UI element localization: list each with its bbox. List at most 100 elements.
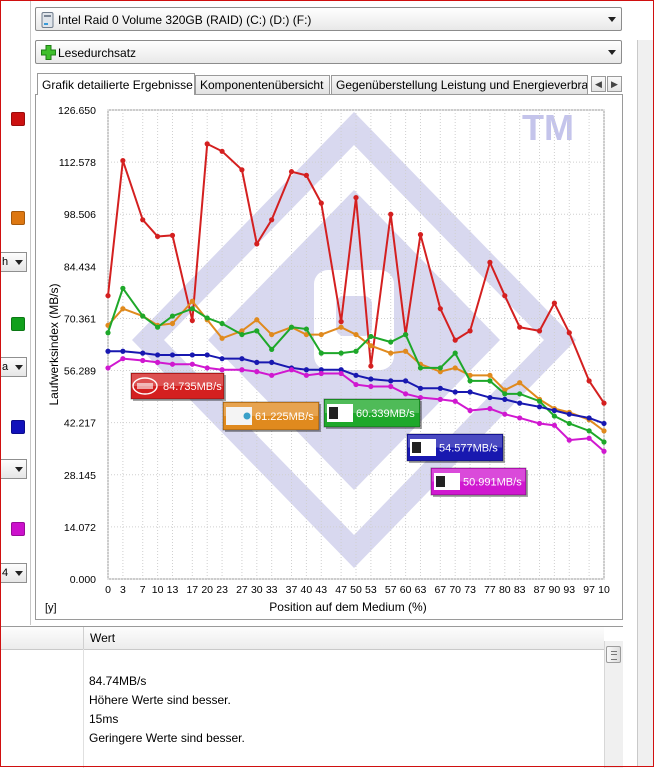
series-point <box>467 407 473 414</box>
y-tick-label: 98.506 <box>64 209 96 221</box>
series-point <box>189 317 195 324</box>
series-point <box>388 339 394 345</box>
color-swatch-green <box>11 317 25 331</box>
series-point <box>517 415 523 421</box>
series-point <box>189 361 195 367</box>
series-point <box>368 343 374 349</box>
series-point <box>269 331 275 338</box>
series-point <box>338 350 344 356</box>
results-header-name-column[interactable] <box>0 627 84 649</box>
watermark-center-hole <box>336 296 372 336</box>
tab-detailed-results[interactable]: Grafik detailierte Ergebnisse <box>37 73 195 95</box>
series-point <box>551 407 558 414</box>
color-swatch-orange <box>11 211 25 225</box>
series-point <box>388 350 394 356</box>
series-point <box>502 391 508 397</box>
value-badge: 50.991MB/s <box>430 467 528 497</box>
series-point <box>502 396 508 402</box>
x-tick-label: 20 <box>201 584 213 596</box>
test-select[interactable]: Lesedurchsatz <box>35 40 622 64</box>
series-point <box>368 363 374 369</box>
series-point <box>502 411 508 417</box>
series-point <box>169 352 176 358</box>
tab-scroll-right-button[interactable]: ▶ <box>607 76 622 92</box>
chevron-down-icon <box>608 50 616 55</box>
left-combo-3[interactable] <box>0 459 27 479</box>
chart-panel: TM 126.650 112.578 98.506 84.434 70.361 56.289… <box>35 94 623 620</box>
series-point <box>452 337 458 343</box>
result-row: Höhere Werte sind besser. <box>89 693 231 707</box>
series-point <box>120 285 126 291</box>
results-scrollbar[interactable] <box>604 641 623 768</box>
series-point <box>452 350 458 356</box>
right-edge <box>637 40 654 767</box>
value-badge: 54.577MB/s <box>406 433 505 463</box>
x-tick-label: 0 <box>105 584 111 596</box>
series-point <box>601 448 607 454</box>
badge-value-label: 61.225MB/s <box>255 411 314 423</box>
chevron-down-icon <box>608 17 616 22</box>
corner-label: [y] <box>45 602 57 614</box>
tab-scroll-left-button[interactable]: ◀ <box>591 76 606 92</box>
series-point <box>338 370 344 377</box>
x-tick-label: 83 <box>514 584 526 596</box>
left-combo-2[interactable]: a <box>0 357 27 377</box>
series-point <box>353 381 359 388</box>
series-point <box>566 411 572 417</box>
series-point <box>403 391 409 397</box>
series-point <box>517 391 523 397</box>
chevron-down-icon <box>15 571 23 576</box>
series-point <box>536 398 543 404</box>
badge-value-label: 50.991MB/s <box>463 477 522 489</box>
series-point <box>239 167 245 173</box>
series-point <box>601 420 607 427</box>
x-tick-label: 70 <box>449 584 461 596</box>
series-point <box>120 356 126 362</box>
series-point <box>467 328 473 334</box>
series-point <box>219 148 225 154</box>
intel-logo-icon <box>132 377 158 395</box>
series-point <box>353 372 359 378</box>
series-point <box>437 306 443 312</box>
series-point <box>318 331 324 338</box>
tab-component-overview[interactable]: Komponentenübersicht <box>195 75 330 94</box>
series-point <box>120 157 126 164</box>
series-point <box>254 241 260 247</box>
series-point <box>517 324 523 330</box>
left-combo-1[interactable]: h <box>0 252 27 272</box>
x-axis-title: Position auf dem Medium (%) <box>269 600 426 614</box>
scrollbar-thumb[interactable] <box>606 646 621 663</box>
x-tick-label: 90 <box>549 584 561 596</box>
series-point <box>269 372 275 378</box>
series-point <box>169 320 176 327</box>
drive-select[interactable]: Intel Raid 0 Volume 320GB (RAID) (C:) (D… <box>35 7 622 31</box>
x-tick-label: 10 <box>152 584 164 596</box>
series-point <box>303 367 309 373</box>
series-point <box>169 313 176 319</box>
x-tick-label: 40 <box>301 584 313 596</box>
series-point <box>120 348 126 354</box>
color-swatch-magenta <box>11 522 25 536</box>
series-point <box>318 200 324 206</box>
y-tick-label: 42.217 <box>64 418 96 430</box>
x-tick-label: 80 <box>499 584 511 596</box>
wd-logo-mark <box>329 407 338 419</box>
tab-performance-energy[interactable]: Gegenüberstellung Leistung und Energieve… <box>331 75 588 94</box>
series-point <box>502 293 508 299</box>
intel-logo-mark <box>137 383 153 389</box>
series-point <box>338 319 344 325</box>
left-combo-2-value: a <box>2 361 9 373</box>
x-tick-label: 50 <box>350 584 362 596</box>
series-point <box>437 385 443 391</box>
left-combo-1-value: h <box>2 256 9 268</box>
test-select-value: Lesedurchsatz <box>58 46 137 60</box>
chevron-down-icon <box>15 260 23 265</box>
results-header-value[interactable]: Wert <box>90 631 116 645</box>
series-point <box>452 365 458 371</box>
watermark-tm: TM <box>522 107 574 148</box>
results-rows: 84.74MB/s Höhere Werte sind besser. 15ms… <box>89 672 245 748</box>
left-combo-4[interactable]: 4 <box>0 563 27 583</box>
series-point <box>239 367 245 373</box>
series-point <box>189 306 195 312</box>
series-point <box>388 211 394 217</box>
